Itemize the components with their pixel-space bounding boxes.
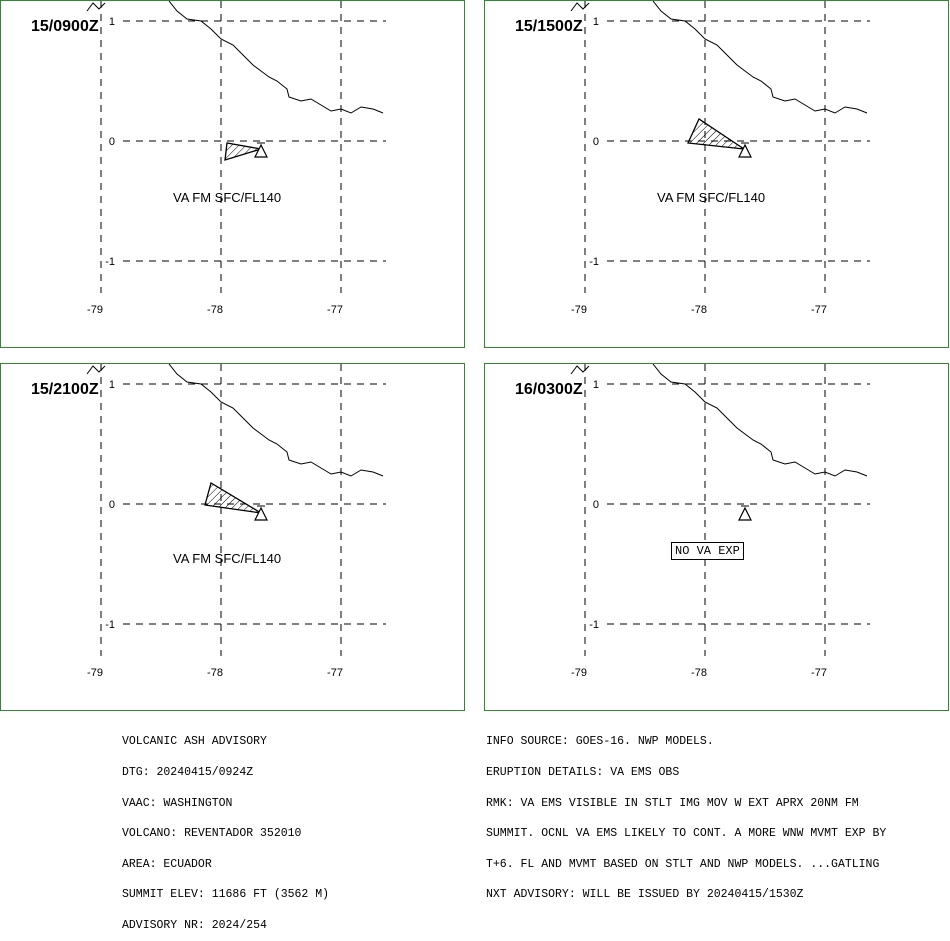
- lat-tick-label: 1: [109, 379, 115, 391]
- lon-tick-label: -79: [571, 667, 587, 679]
- map-svg: 1 0 -1 -79 -78 -77: [86, 1, 386, 316]
- ash-level-label: VA FM SFC/FL140: [173, 190, 282, 205]
- info-line: SUMMIT. OCNL VA EMS LIKELY TO CONT. A MO…: [486, 827, 887, 841]
- coastline-fragment: [86, 2, 106, 12]
- coastline: [168, 364, 384, 477]
- valid-time-label: 15/1500Z: [515, 18, 583, 35]
- lat-tick-label: 0: [109, 499, 115, 511]
- lat-tick-label: -1: [589, 256, 599, 268]
- info-line: T+6. FL AND MVMT BASED ON STLT AND NWP M…: [486, 857, 880, 871]
- volcano-icon: [254, 506, 268, 521]
- no-ash-expected-label: NO VA EXP: [671, 542, 744, 560]
- coastline-fragment: [570, 365, 590, 375]
- valid-time-label: 15/2100Z: [31, 381, 99, 398]
- coastline-fragment: [86, 365, 106, 375]
- map-svg: 1 0 -1 -79 -78 -77: [570, 364, 870, 679]
- info-line: INFO SOURCE: GOES-16. NWP MODELS.: [486, 735, 714, 749]
- advisory-line: VOLCANIC ASH ADVISORY: [122, 735, 267, 749]
- lat-tick-label: -1: [105, 256, 115, 268]
- lon-tick-label: -77: [811, 667, 827, 679]
- lon-tick-label: -78: [691, 304, 707, 316]
- volcano-icon: [738, 506, 752, 521]
- info-line: NXT ADVISORY: WILL BE ISSUED BY 20240415…: [486, 888, 804, 902]
- ash-cloud-polygon: [204, 482, 262, 514]
- advisory-line: ADVISORY NR: 2024/254: [122, 919, 267, 933]
- map-panel-3: 1 0 -1 -79 -78 -77 15/2100Z VA FM SFC/FL140: [0, 363, 465, 711]
- lat-tick-label: -1: [589, 619, 599, 631]
- advisory-header-block: VOLCANIC ASH ADVISORY DTG: 20240415/0924…: [122, 717, 329, 941]
- ash-level-label: VA FM SFC/FL140: [173, 551, 282, 566]
- coastline-fragment: [570, 2, 590, 12]
- map-panel-4: 1 0 -1 -79 -78 -77 16/0300Z NO VA EXP: [484, 363, 949, 711]
- volcano-icon: [738, 143, 752, 158]
- ash-cloud-polygon: [224, 142, 262, 161]
- lat-tick-label: 0: [593, 136, 599, 148]
- coastline: [652, 364, 868, 477]
- info-line: ERUPTION DETAILS: VA EMS OBS: [486, 766, 680, 780]
- lat-tick-label: 0: [109, 136, 115, 148]
- lat-tick-label: 1: [109, 16, 115, 28]
- lon-tick-label: -77: [327, 667, 343, 679]
- coastline: [652, 1, 868, 114]
- lat-tick-label: 0: [593, 499, 599, 511]
- advisory-line: VAAC: WASHINGTON: [122, 796, 233, 810]
- advisory-line: DTG: 20240415/0924Z: [122, 766, 254, 780]
- lat-tick-label: -1: [105, 619, 115, 631]
- lon-tick-label: -77: [811, 304, 827, 316]
- advisory-line: SUMMIT ELEV: 11686 FT (3562 M): [122, 888, 330, 902]
- volcano-icon: [254, 143, 268, 158]
- lon-tick-label: -78: [207, 667, 223, 679]
- lon-tick-label: -79: [571, 304, 587, 316]
- advisory-line: AREA: ECUADOR: [122, 857, 212, 871]
- ash-level-label: VA FM SFC/FL140: [657, 190, 766, 205]
- lon-tick-label: -77: [327, 304, 343, 316]
- lon-tick-label: -79: [87, 304, 103, 316]
- lat-tick-label: 1: [593, 379, 599, 391]
- advisory-line: VOLCANO: REVENTADOR 352010: [122, 827, 302, 841]
- map-svg: 1 0 -1 -79 -78 -77: [86, 364, 386, 679]
- info-line: RMK: VA EMS VISIBLE IN STLT IMG MOV W EX…: [486, 796, 859, 810]
- map-svg: 1 0 -1 -79 -78 -77: [570, 1, 870, 316]
- lon-tick-label: -78: [207, 304, 223, 316]
- lon-tick-label: -79: [87, 667, 103, 679]
- ash-cloud-polygon: [687, 118, 745, 150]
- valid-time-label: 15/0900Z: [31, 18, 99, 35]
- valid-time-label: 16/0300Z: [515, 381, 583, 398]
- coastline: [168, 1, 384, 114]
- map-panel-1: 1 0 -1 -79 -78 -77 15/0900Z VA FM SFC/FL140: [0, 0, 465, 348]
- lat-tick-label: 1: [593, 16, 599, 28]
- map-panel-2: 1 0 -1 -79 -78 -77 15/1500Z VA FM SFC/FL140: [484, 0, 949, 348]
- advisory-info-block: INFO SOURCE: GOES-16. NWP MODELS. ERUPTI…: [486, 717, 886, 911]
- lon-tick-label: -78: [691, 667, 707, 679]
